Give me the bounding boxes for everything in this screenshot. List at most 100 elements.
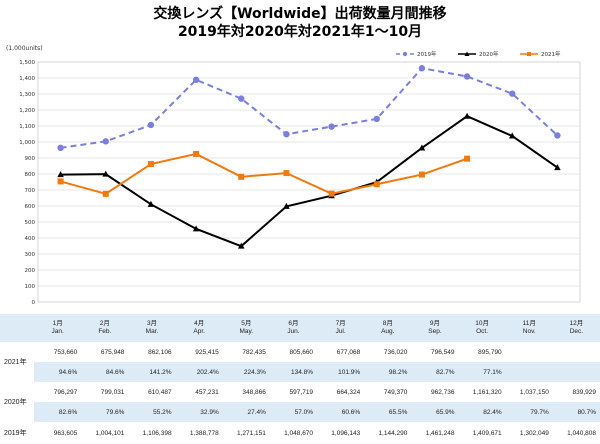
month-ja: 4月 [194,320,205,327]
table-row: 2019年 963,605 1,004,101 1,106,398 1,388,778 1… [0,422,600,444]
table-cell-value: 1,388,778 [175,422,223,444]
table-cell-value: 782,435 [222,342,270,362]
table-cell-value: 962,736 [411,382,459,402]
table-cell-value: 749,370 [364,382,412,402]
legend-marker [464,51,470,56]
table-cell-percent: 84.6% [81,362,129,382]
y-tick-label: 1,200 [19,108,35,114]
y-tick-label: 1,500 [19,60,35,66]
month-en: Jan. [51,328,64,335]
y-tick-label: 1,300 [19,92,35,98]
month-header: 11月 Nov. [505,314,553,342]
y-tick-label: 800 [25,172,36,178]
month-header: 10月 Oct. [458,314,506,342]
month-ja: 6月 [288,320,299,327]
data-point [57,178,64,185]
month-ja: 3月 [146,320,158,327]
table-cell-percent: 27.4% [222,402,270,422]
table-cell-percent: 57.0% [269,402,318,422]
data-point [418,65,426,72]
table-cell-value: 753,660 [34,342,82,362]
line-chart: 0 100 200 300 400 500 600 700 800 900 1,000 1,100 1,… [19,50,581,306]
y-tick-label: 700 [25,188,36,194]
y-tick-label: 1,000 [19,140,35,146]
month-ja: 8月 [382,320,393,327]
data-point [193,150,200,157]
table-cell-value: 348,866 [222,382,270,402]
table-cell-value: 1,302,049 [505,422,553,444]
data-point [57,144,64,152]
month-header: 12月 Dec. [552,314,600,342]
data-point [57,171,64,178]
table-cell-value: 675,948 [81,342,129,362]
table-cell-percent: 82.4% [458,402,506,422]
month-en: Aug. [381,328,395,335]
table-row-percent: 82.6% 79.6% 55.2% 32.9% 27.4% 57.0% 60.6% 65.5%… [0,402,600,422]
y-tick-label: 900 [25,156,36,162]
table-cell-percent: 79.7% [505,402,553,422]
data-point [102,138,109,145]
table-cell-value: 963,605 [34,422,82,444]
table-cell-percent: 101.9% [317,362,365,382]
table-cell-value: 1,461,248 [411,422,459,444]
data-point [238,173,245,180]
table-cell-value: 862,106 [128,342,176,362]
table-cell-percent: 141.2% [128,362,176,382]
data-point [463,73,471,80]
unit-label: (1,000units) [6,45,43,52]
legend-label: 2020年 [479,50,499,58]
table-cell-value: 457,231 [175,382,223,402]
table-cell-percent: 55.2% [128,402,176,422]
month-header: 7月 Jul. [317,314,365,342]
table-cell-value: 1,040,808 [552,422,600,444]
data-point [283,202,290,209]
month-ja: 2月 [99,320,110,327]
table-cell-percent: 224.3% [222,362,270,382]
legend-label: 2021年 [541,50,561,58]
y-tick-label: 400 [25,236,36,242]
month-header: 3月 Mar. [128,314,176,342]
month-header: 4月 Apr. [175,314,223,342]
table-cell-percent: 80.7% [552,402,600,422]
chart-title: 交換レンズ【Worldwide】出荷数量月間推移 [153,6,447,22]
table-cell-percent: 79.6% [81,402,129,422]
table-cell-value: 1,106,398 [128,422,176,444]
data-point [147,161,154,168]
y-tick-label: 200 [25,268,36,274]
data-point [237,242,245,249]
table-cell-value: 1,096,143 [317,422,365,444]
data-point [192,76,200,83]
data-point [283,131,290,138]
data-point [418,144,426,151]
data-point [102,190,109,197]
month-ja: 1月 [52,320,63,327]
table-cell-value: 1,048,670 [269,422,318,444]
table-cell-value: 1,144,290 [364,422,412,444]
table-cell-value [505,342,553,362]
table-cell-percent: 65.5% [364,402,412,422]
table-cell-value [552,342,600,362]
table-cell-percent: 82.6% [34,402,82,422]
table-cell-value: 1,409,671 [458,422,506,444]
data-point [102,170,110,177]
table-row-percent: 94.6% 84.6% 141.2% 202.4% 224.3% 134.8% 101.9%… [0,362,600,382]
month-en: Mar. [145,328,159,335]
month-en: Feb. [98,328,112,335]
month-en: Jul. [335,328,346,335]
data-point [373,181,380,188]
table-cell-percent: 98.2% [364,362,412,382]
data-point [509,90,516,97]
series-line-2 [60,152,468,195]
data-table: 1月 Jan. 2月 Feb. 3月 Mar. 4月 Apr. 5月 May. 6月 Jun. 7月 Ju… [0,314,600,444]
table-cell-percent: 32.9% [175,402,223,422]
data-point [464,155,471,162]
data-point [147,121,155,129]
table-cell-value: 1,161,320 [458,382,506,402]
legend-marker [402,51,408,57]
table-cell-percent: 134.8% [269,362,318,382]
month-header: 2月 Feb. [81,314,129,342]
table-cell-value: 799,031 [81,382,129,402]
data-point [147,200,155,207]
table-cell-value: 1,004,101 [81,422,129,444]
